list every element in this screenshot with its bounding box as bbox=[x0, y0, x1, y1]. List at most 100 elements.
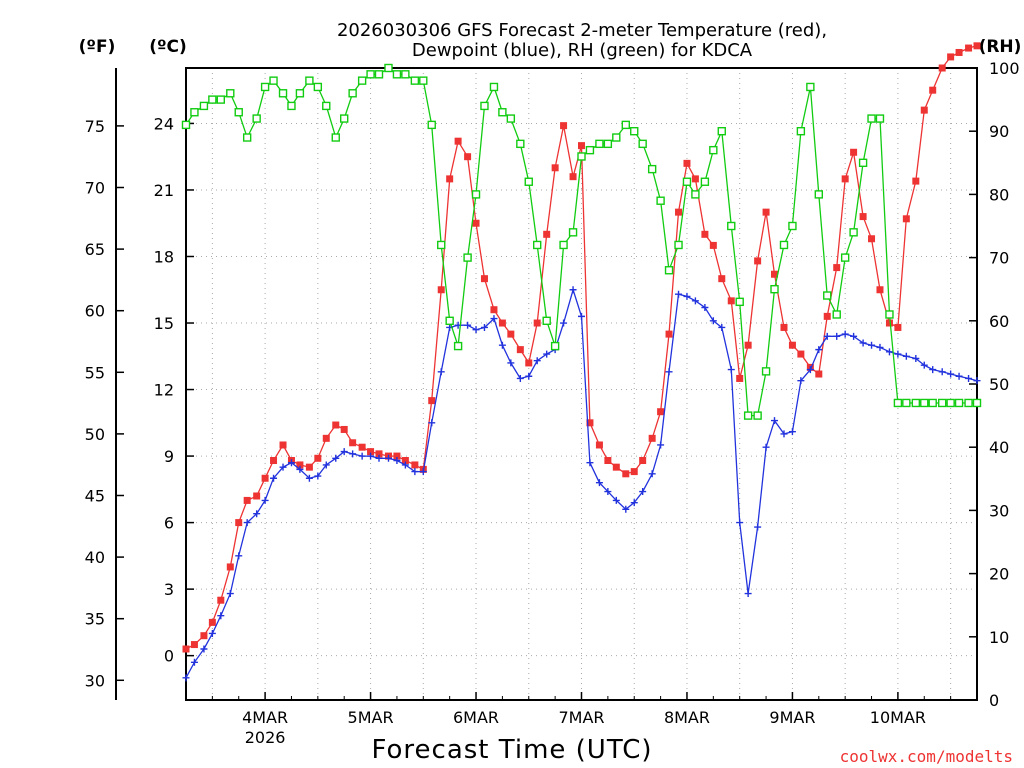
rh-point bbox=[823, 291, 832, 300]
temperature-point bbox=[622, 470, 630, 478]
dewpoint-point bbox=[375, 454, 383, 462]
temperature-point bbox=[788, 341, 796, 349]
temperature-point bbox=[912, 177, 920, 185]
rh-point bbox=[463, 253, 472, 262]
rh-point bbox=[954, 398, 964, 408]
dewpoint-point bbox=[305, 474, 313, 482]
right-axis-rh-label: (RH) bbox=[979, 37, 1022, 57]
temperature-point bbox=[709, 241, 717, 249]
rh-tick-label: 100 bbox=[989, 59, 1020, 78]
temperature-point bbox=[454, 137, 462, 145]
dewpoint-point bbox=[287, 459, 295, 467]
dewpoint-point bbox=[384, 454, 392, 462]
celsius-tick-label: 9 bbox=[164, 447, 174, 466]
temperature-point bbox=[665, 330, 673, 338]
rh-point bbox=[700, 177, 710, 186]
rh-tick-label: 40 bbox=[989, 438, 1009, 457]
rh-point bbox=[260, 82, 270, 92]
rh-point bbox=[516, 139, 525, 149]
rh-point bbox=[234, 108, 243, 117]
dewpoint-point bbox=[332, 454, 340, 462]
rh-point bbox=[559, 240, 568, 250]
dewpoint-point bbox=[253, 510, 261, 518]
dewpoint-point bbox=[612, 496, 620, 504]
dewpoint-point bbox=[771, 417, 779, 425]
temperature-point bbox=[604, 457, 612, 465]
temperature-point bbox=[675, 208, 683, 216]
dewpoint-point bbox=[718, 323, 726, 331]
temperature-point bbox=[217, 596, 225, 604]
temperature-point bbox=[569, 173, 577, 181]
dewpoint-point bbox=[691, 297, 699, 305]
dewpoint-point bbox=[639, 488, 647, 496]
rh-point bbox=[964, 398, 973, 408]
temperature-point bbox=[322, 434, 330, 442]
rh-point bbox=[875, 114, 885, 123]
temperature-series bbox=[182, 42, 981, 653]
watermark-text: coolwx.com/modelts bbox=[840, 747, 1013, 766]
dewpoint-point bbox=[709, 317, 717, 325]
rh-point bbox=[348, 89, 357, 98]
dewpoint-point bbox=[797, 377, 805, 385]
dewpoint-point bbox=[630, 499, 638, 507]
fahrenheit-tick-label: 65 bbox=[85, 240, 105, 259]
dewpoint-point bbox=[490, 315, 498, 323]
dewpoint-point bbox=[973, 377, 981, 385]
rh-point bbox=[471, 190, 481, 199]
dewpoint-point bbox=[806, 366, 814, 374]
temperature-point bbox=[955, 48, 963, 56]
dewpoint-point bbox=[947, 370, 955, 378]
dewpoint-point bbox=[190, 658, 198, 666]
temperature-point bbox=[437, 286, 445, 294]
dewpoint-point bbox=[894, 350, 902, 358]
rh-point bbox=[638, 139, 647, 149]
rh-point bbox=[691, 190, 700, 199]
temperature-point bbox=[578, 142, 585, 150]
fahrenheit-tick-label: 55 bbox=[85, 363, 105, 382]
rh-point bbox=[269, 76, 278, 85]
dewpoint-point bbox=[411, 468, 419, 476]
rh-point bbox=[498, 108, 507, 117]
dewpoint-point bbox=[208, 629, 216, 637]
dewpoint-point bbox=[349, 450, 357, 458]
temperature-point bbox=[902, 215, 910, 223]
dewpoint-point bbox=[569, 286, 577, 294]
x-tick-label: 9MAR bbox=[769, 708, 815, 727]
temperature-point bbox=[235, 519, 243, 527]
rh-point bbox=[427, 120, 436, 130]
temperature-point bbox=[639, 457, 647, 465]
dewpoint-point bbox=[859, 339, 867, 347]
temperature-point bbox=[296, 461, 304, 469]
temperature-point bbox=[754, 257, 762, 265]
temperature-point bbox=[393, 452, 401, 460]
fahrenheit-tick-label: 70 bbox=[85, 179, 105, 198]
temperature-point bbox=[190, 641, 198, 649]
dewpoint-point bbox=[604, 488, 612, 496]
rh-point bbox=[727, 221, 736, 231]
grid-lines bbox=[186, 68, 977, 700]
rh-point bbox=[858, 158, 868, 168]
dewpoint-point bbox=[401, 461, 409, 469]
dewpoint-point bbox=[788, 428, 796, 436]
temperature-point bbox=[780, 323, 788, 331]
celsius-tick-label: 3 bbox=[164, 580, 174, 599]
temperature-point bbox=[208, 618, 216, 626]
temperature-point bbox=[490, 306, 498, 314]
temperature-point bbox=[543, 230, 551, 238]
temperature-point bbox=[533, 319, 541, 327]
celsius-tick-label: 21 bbox=[154, 181, 174, 200]
dewpoint-point bbox=[876, 343, 884, 351]
temperature-point bbox=[718, 275, 726, 283]
rh-point bbox=[612, 133, 621, 142]
temperature-point bbox=[885, 319, 893, 327]
celsius-tick-label: 24 bbox=[154, 114, 174, 133]
rh-point bbox=[366, 70, 375, 79]
temperature-point bbox=[480, 275, 488, 283]
dewpoint-point bbox=[955, 372, 963, 380]
dewpoint-point bbox=[833, 332, 841, 340]
dewpoint-point bbox=[815, 346, 823, 354]
rh-point bbox=[911, 398, 921, 408]
fahrenheit-tick-label: 75 bbox=[85, 117, 105, 136]
fahrenheit-tick-label: 45 bbox=[85, 486, 105, 505]
